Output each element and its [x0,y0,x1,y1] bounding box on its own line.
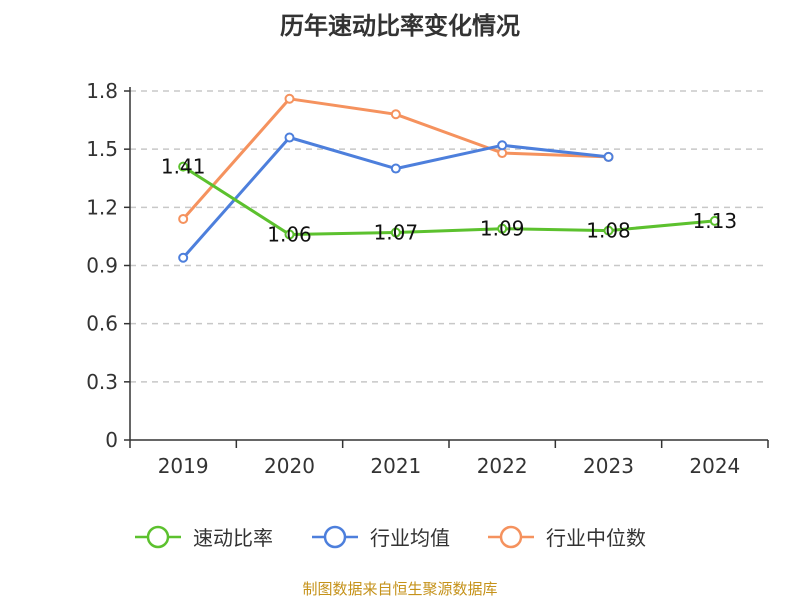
data-point [497,223,508,234]
data-point [709,215,720,226]
x-tick-label: 2024 [689,454,740,478]
data-point [603,225,614,236]
data-point [390,163,401,174]
data-point [390,109,401,120]
data-point [284,93,295,104]
legend-marker [323,525,347,549]
data-point [603,151,614,162]
source-note: 制图数据来自恒生聚源数据库 [302,580,497,598]
y-tick-label: 1.8 [86,79,118,103]
data-label: 1.09 [480,217,525,241]
data-point [178,213,189,224]
y-tick-label: 0.6 [86,312,118,336]
legend-label: 速动比率 [193,526,273,550]
data-point [284,132,295,143]
y-tick-label: 0.9 [86,254,118,278]
data-point [497,140,508,151]
data-point [178,252,189,263]
data-label-layer: 1.41 1.06 1.07 1.09 1.08 1.13 [161,155,737,247]
data-point [178,161,189,172]
legend-label: 行业均值 [370,526,450,550]
data-point [390,227,401,238]
data-label: 1.41 [161,155,206,179]
data-point [284,229,295,240]
legend-label: 行业中位数 [546,526,646,550]
data-label: 1.08 [586,219,631,243]
legend-marker [499,525,523,549]
grid-layer [130,90,764,383]
x-tick-label: 2023 [583,454,634,478]
legend: 速动比率 行业均值 行业中位数 [135,525,646,550]
x-tick-label: 2019 [158,454,209,478]
y-tick-label: 0 [105,428,118,452]
series-layer [178,93,720,263]
x-tick-label: 2021 [370,454,421,478]
data-label: 1.13 [693,209,738,233]
axis-layer: 0 0.3 0.6 0.9 1.2 1.5 1.8 2019 2020 2021 2022 2023 2… [86,79,769,478]
data-label: 1.06 [267,222,312,246]
y-tick-label: 1.5 [86,137,118,161]
data-label: 1.07 [374,221,419,245]
y-tick-label: 0.3 [86,370,118,394]
y-tick-label: 1.2 [86,195,118,219]
x-tick-label: 2020 [264,454,315,478]
x-tick-label: 2022 [477,454,528,478]
series-line-1 [181,165,717,236]
chart-title: 历年速动比率变化情况 [280,12,520,40]
legend-marker [146,525,170,549]
